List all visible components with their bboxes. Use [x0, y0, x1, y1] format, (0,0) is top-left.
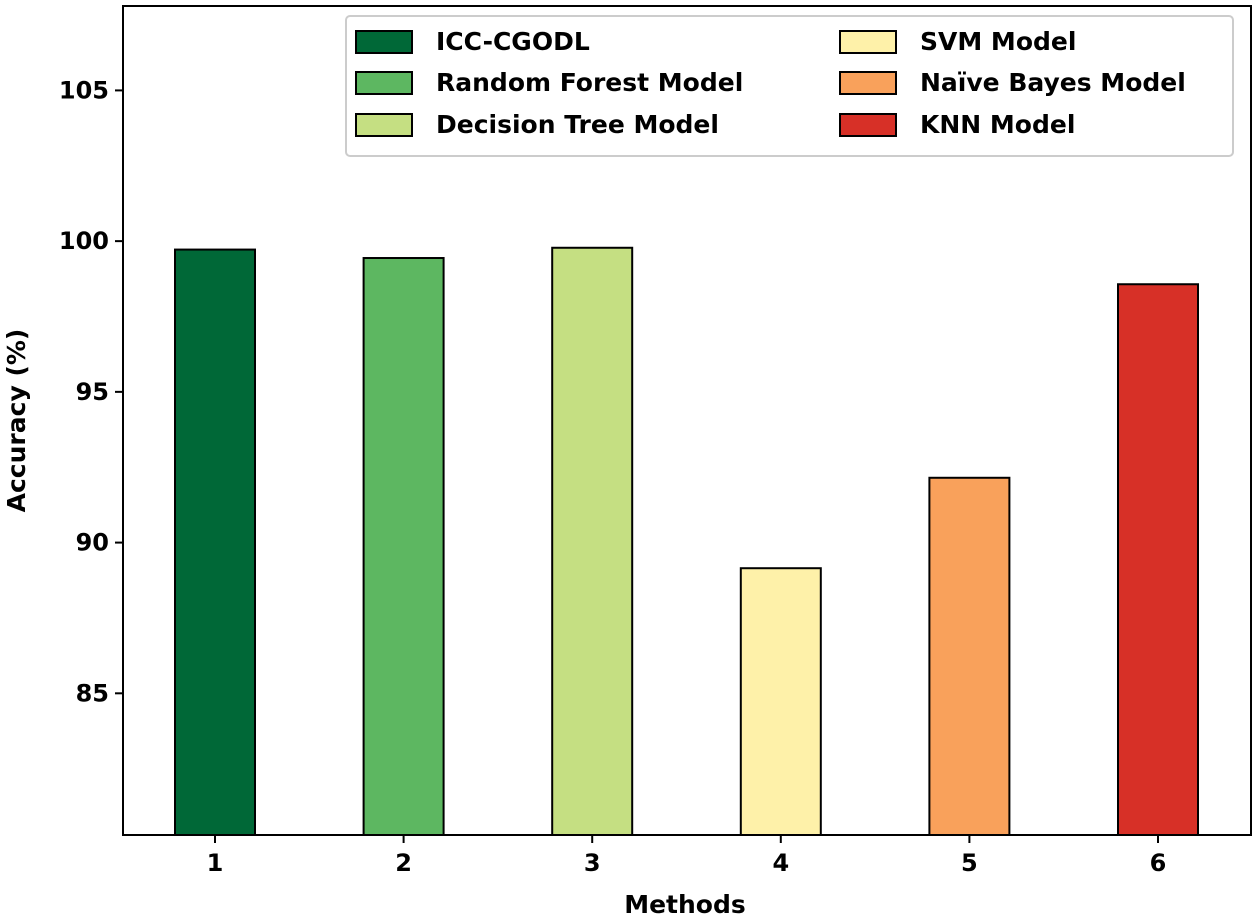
x-tick-label: 3	[584, 849, 601, 877]
legend-swatch	[355, 30, 413, 54]
x-tick-label: 5	[961, 849, 978, 877]
y-axis-label: Accuracy (%)	[2, 329, 31, 513]
y-tick-label: 90	[76, 529, 109, 557]
bar-4	[739, 567, 822, 836]
bar-1	[174, 248, 256, 837]
y-tick-label: 105	[59, 76, 109, 104]
legend-label: Naïve Bayes Model	[920, 68, 1186, 97]
legend-swatch	[839, 30, 897, 54]
legend-swatch	[839, 113, 897, 137]
bar-6	[1117, 283, 1199, 836]
x-tick-label: 4	[772, 849, 789, 877]
plot-frame	[122, 5, 1252, 836]
y-axis-ticks: 85 90 95 100 105	[59, 76, 123, 707]
legend-box	[345, 15, 1234, 157]
y-tick-label: 95	[76, 378, 109, 406]
x-axis-ticks: 1 2 3 4 5 6	[207, 835, 1167, 877]
legend: ICC-CGODL Random Forest Model Decision Tre…	[345, 15, 1234, 157]
x-tick-label: 6	[1150, 849, 1167, 877]
y-tick-label: 100	[59, 227, 109, 255]
legend-label: Decision Tree Model	[436, 110, 719, 139]
legend-swatch	[355, 71, 413, 95]
bar-2	[362, 257, 445, 836]
legend-label: Random Forest Model	[436, 68, 743, 97]
legend-label: SVM Model	[920, 27, 1076, 56]
legend-swatch	[355, 113, 413, 137]
legend-swatch	[839, 71, 897, 95]
x-tick-label: 2	[395, 849, 412, 877]
x-axis-label: Methods	[624, 890, 746, 919]
bars-group	[174, 246, 1199, 837]
legend-label: ICC-CGODL	[436, 27, 590, 56]
bar-5	[928, 476, 1011, 836]
bar-3	[551, 246, 634, 836]
y-tick-label: 85	[76, 679, 109, 707]
legend-label: KNN Model	[920, 110, 1075, 139]
x-tick-label: 1	[207, 849, 224, 877]
